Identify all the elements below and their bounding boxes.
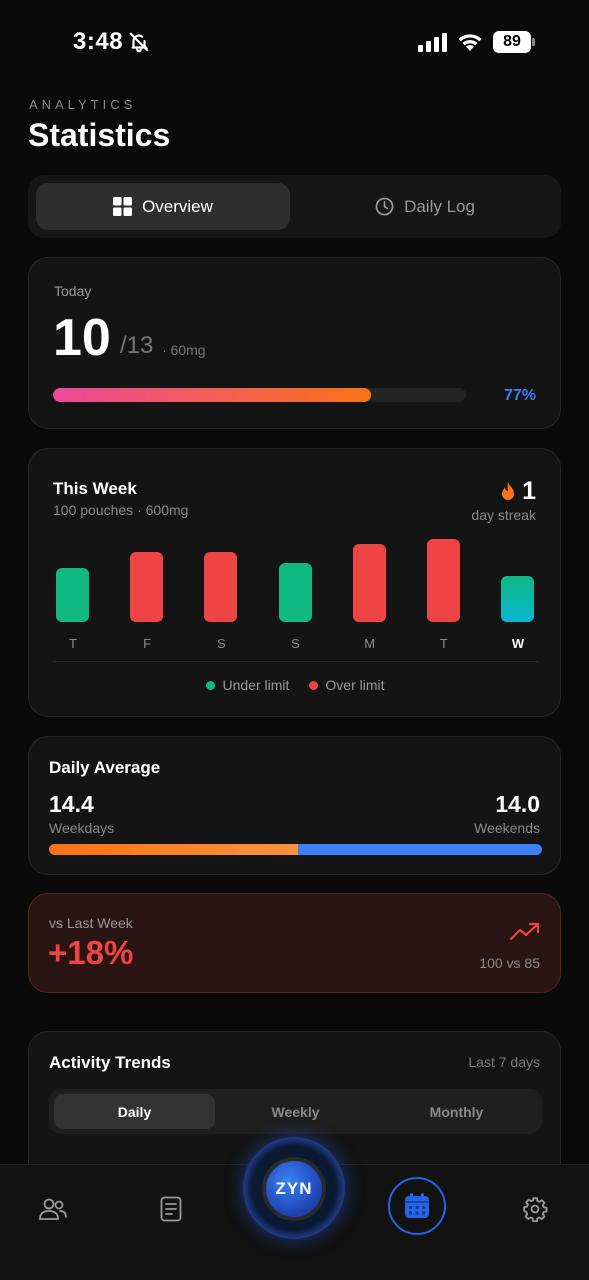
vs-last-week-value: +18% [48,934,134,971]
streak-label: day streak [471,507,536,523]
bar-day-label: W [511,636,525,651]
today-percent: 77% [503,387,536,404]
bell-muted-icon [129,32,149,53]
today-limit: /13 [120,332,154,359]
section-eyebrow: ANALYTICS [29,97,137,112]
vs-last-week-card[interactable]: vs Last Week +18% 100 vs 85 [28,893,561,993]
nav-calendar[interactable] [388,1177,446,1235]
bar-today [501,576,534,622]
wifi-icon [458,34,482,51]
view-switcher: Overview Daily Log [28,175,561,238]
weekday-weekend-split-bar [49,844,542,855]
clock-icon [375,197,394,216]
streak-value: 1 [522,477,536,505]
document-icon [160,1196,182,1222]
nav-settings[interactable] [513,1187,557,1231]
tab-overview-label: Overview [142,196,213,216]
tab-daily[interactable]: Daily [54,1094,215,1129]
battery-level: 89 [493,31,531,53]
bar-column[interactable]: T [53,529,93,651]
activity-trends-title: Activity Trends [49,1053,171,1072]
bar-day-label: T [69,636,77,651]
today-card[interactable]: Today 10 /13 · 60mg 77% [28,257,561,429]
tab-monthly[interactable]: Monthly [429,1103,484,1120]
bar-day-label: M [364,636,376,651]
weekends-label: Weekends [474,820,540,836]
trends-period-tabs: Daily Weekly Monthly [49,1089,542,1134]
bar-day-label: S [216,636,226,651]
zyn-center-button[interactable]: ZYN [262,1157,326,1221]
bar-day-label: F [143,636,152,651]
flame-icon [502,481,515,500]
bar-column[interactable]: T [424,529,464,651]
weekends-value: 14.0 [495,791,540,817]
nav-people[interactable] [31,1187,75,1231]
chart-legend: Under limit Over limit [29,677,562,693]
bar-under [56,568,89,622]
status-bar: 3:48 89 [0,0,589,86]
streak-counter: 1 [500,477,536,506]
gear-icon [523,1197,548,1222]
tab-overview[interactable]: Overview [36,183,290,230]
page-title: Statistics [28,117,171,153]
today-progress-fill [53,388,371,402]
tab-weekly[interactable]: Weekly [271,1103,320,1120]
today-progress-bar [53,388,466,402]
bar-column[interactable]: S [201,529,241,651]
divider [53,661,538,662]
trending-up-icon [510,922,540,941]
today-mg: · 60mg [162,342,206,358]
tab-daily-log[interactable]: Daily Log [298,183,552,230]
grid-icon [113,197,133,216]
bar-day-label: S [291,636,300,651]
people-icon [39,1198,67,1220]
cellular-signal-icon [418,33,447,52]
bar-column[interactable]: S [276,529,316,651]
activity-trends-range: Last 7 days [468,1054,540,1070]
bar-under [278,563,312,622]
vs-last-week-label: vs Last Week [49,915,133,931]
battery-indicator: 89 [493,31,535,53]
weekdays-value: 14.4 [49,791,94,817]
bar-day-label: T [439,636,448,651]
today-count: 10 [53,309,111,367]
bar-column[interactable]: F [127,529,167,651]
vs-last-week-compare: 100 vs 85 [479,955,540,971]
daily-average-card[interactable]: Daily Average 14.4 Weekdays 14.0 Weekend… [28,736,561,875]
bar-column[interactable]: W [498,529,538,651]
week-subtitle: 100 pouches · 600mg [53,502,189,518]
week-title: This Week [53,479,137,498]
bar-over [204,552,238,622]
bar-over [130,552,164,622]
today-label: Today [54,283,92,299]
daily-average-title: Daily Average [49,758,161,777]
calendar-icon [405,1193,429,1218]
weekday-segment [49,844,299,855]
bar-over [352,544,386,622]
legend-over: Over limit [309,677,385,693]
nav-log[interactable] [149,1187,193,1231]
weekdays-label: Weekdays [49,820,115,836]
status-time: 3:48 [73,28,124,55]
tab-daily-log-label: Daily Log [404,196,475,216]
bar-over [426,539,460,622]
legend-under: Under limit [206,677,289,693]
legend-under-label: Under limit [222,677,290,693]
this-week-card[interactable]: This Week 100 pouches · 600mg 1 day stre… [28,448,561,717]
legend-over-label: Over limit [325,677,385,693]
bar-column[interactable]: M [350,529,390,651]
weekend-segment [298,844,542,855]
